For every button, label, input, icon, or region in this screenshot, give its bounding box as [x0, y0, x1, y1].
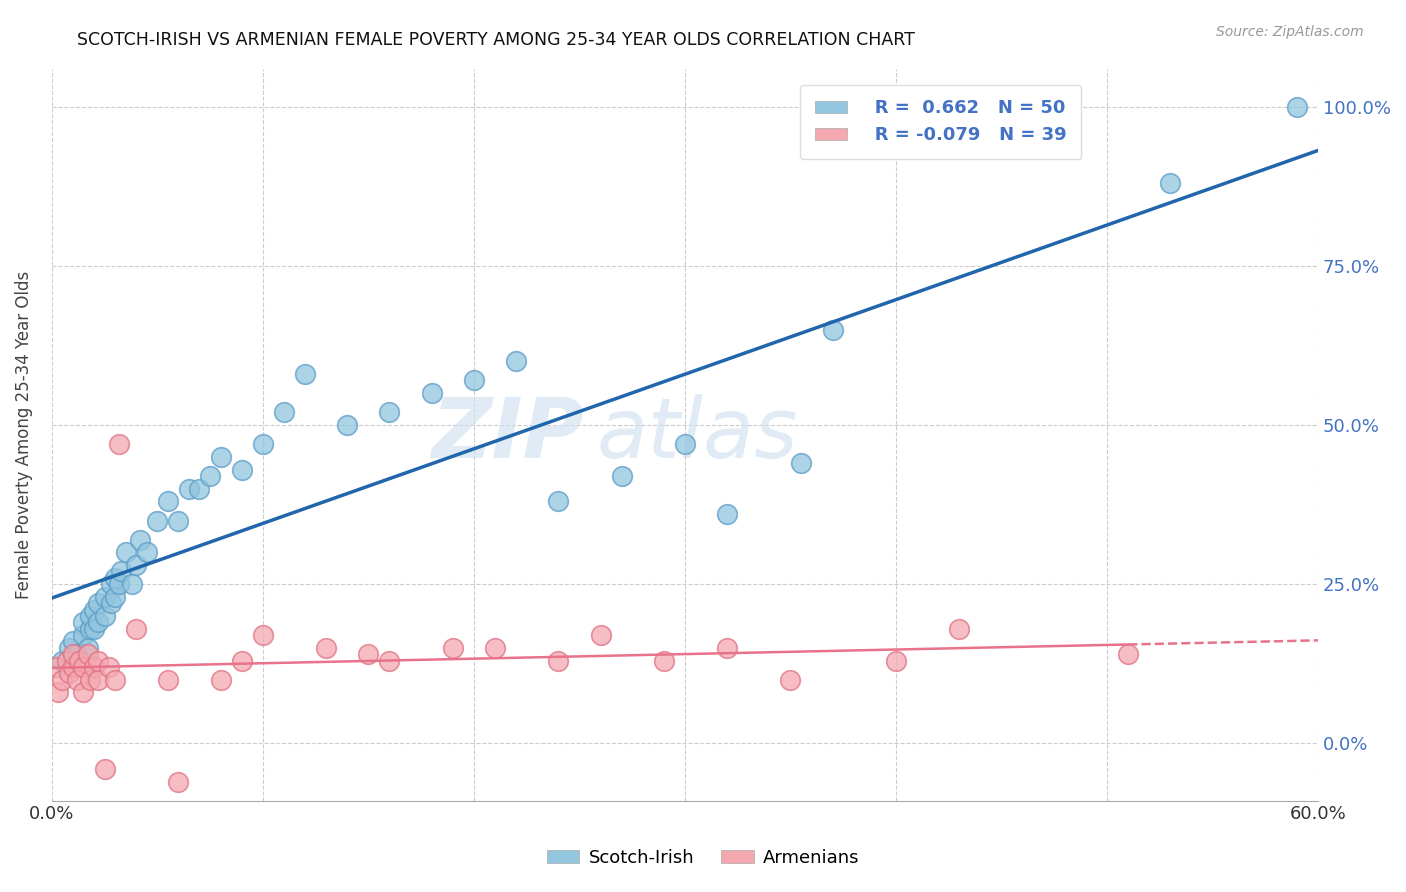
Point [252, 628, 274, 642]
Point [378, 405, 401, 419]
Point [547, 494, 569, 508]
Point [121, 577, 143, 591]
Point [420, 386, 443, 401]
Point [547, 654, 569, 668]
Point [93, 762, 115, 776]
Text: SCOTCH-IRISH VS ARMENIAN FEMALE POVERTY AMONG 25-34 YEAR OLDS CORRELATION CHART: SCOTCH-IRISH VS ARMENIAN FEMALE POVERTY … [77, 31, 915, 49]
Point [104, 571, 127, 585]
Point [72, 685, 94, 699]
Point [104, 590, 127, 604]
Y-axis label: Female Poverty Among 25-34 Year Olds: Female Poverty Among 25-34 Year Olds [15, 270, 32, 599]
Point [62, 647, 84, 661]
Point [716, 640, 738, 655]
Point [108, 577, 131, 591]
Point [66, 647, 89, 661]
Point [198, 469, 221, 483]
Point [484, 640, 506, 655]
Point [1159, 176, 1181, 190]
Text: Source: ZipAtlas.com: Source: ZipAtlas.com [1216, 25, 1364, 39]
Point [1285, 100, 1308, 114]
Point [948, 622, 970, 636]
Point [156, 494, 179, 508]
Point [114, 545, 136, 559]
Point [125, 558, 148, 572]
Point [83, 602, 105, 616]
Point [72, 615, 94, 630]
Point [87, 596, 110, 610]
Point [252, 437, 274, 451]
Point [716, 507, 738, 521]
Point [231, 654, 253, 668]
Point [505, 354, 527, 368]
Point [46, 685, 69, 699]
Point [146, 514, 169, 528]
Point [62, 660, 84, 674]
Point [167, 774, 190, 789]
Point [441, 640, 464, 655]
Point [97, 660, 120, 674]
Point [66, 673, 89, 687]
Point [167, 514, 190, 528]
Point [72, 660, 94, 674]
Point [779, 673, 801, 687]
Point [93, 590, 115, 604]
Point [100, 596, 122, 610]
Point [87, 615, 110, 630]
Point [58, 666, 80, 681]
Point [51, 673, 73, 687]
Point [79, 673, 101, 687]
Point [188, 482, 211, 496]
Point [610, 469, 633, 483]
Point [209, 673, 232, 687]
Point [87, 654, 110, 668]
Point [652, 654, 675, 668]
Point [209, 450, 232, 464]
Point [79, 609, 101, 624]
Point [315, 640, 337, 655]
Point [378, 654, 401, 668]
Point [76, 647, 98, 661]
Point [177, 482, 200, 496]
Point [108, 437, 131, 451]
Point [463, 374, 485, 388]
Point [79, 622, 101, 636]
Point [821, 322, 844, 336]
Point [58, 640, 80, 655]
Point [125, 622, 148, 636]
Point [294, 367, 316, 381]
Legend:    R =  0.662   N = 50,    R = -0.079   N = 39: R = 0.662 N = 50, R = -0.079 N = 39 [800, 85, 1081, 159]
Point [129, 533, 152, 547]
Point [104, 673, 127, 687]
Point [45, 660, 67, 674]
Point [156, 673, 179, 687]
Point [76, 640, 98, 655]
Point [55, 654, 77, 668]
Point [884, 654, 907, 668]
Point [673, 437, 696, 451]
Point [100, 577, 122, 591]
Point [135, 545, 157, 559]
Point [83, 660, 105, 674]
Point [589, 628, 612, 642]
Point [357, 647, 380, 661]
Point [72, 628, 94, 642]
Point [51, 654, 73, 668]
Point [67, 654, 90, 668]
Text: atlas: atlas [596, 394, 799, 475]
Point [336, 417, 359, 432]
Point [83, 622, 105, 636]
Point [273, 405, 295, 419]
Point [87, 673, 110, 687]
Point [110, 565, 132, 579]
Text: ZIP: ZIP [432, 394, 583, 475]
Legend: Scotch-Irish, Armenians: Scotch-Irish, Armenians [540, 842, 866, 874]
Point [62, 634, 84, 648]
Point [231, 462, 253, 476]
Point [790, 456, 813, 470]
Point [93, 609, 115, 624]
Point [1116, 647, 1139, 661]
